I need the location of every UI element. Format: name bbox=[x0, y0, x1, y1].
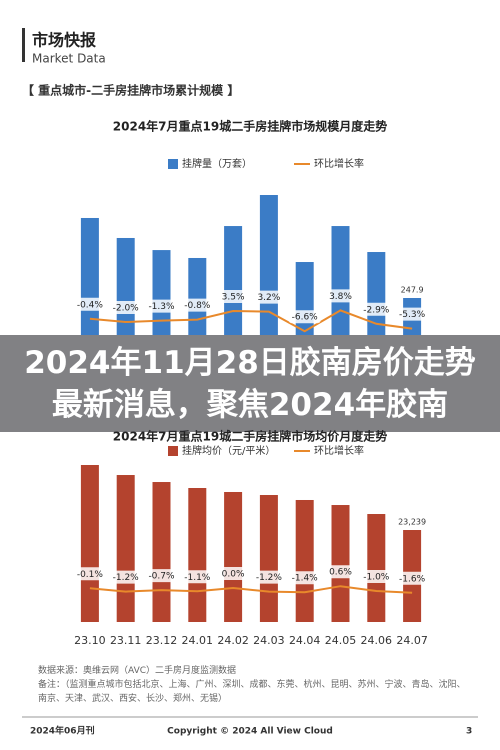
rate-label-bg bbox=[181, 570, 214, 584]
rate-label-bg bbox=[252, 570, 285, 584]
rate-label-bg bbox=[324, 565, 357, 579]
rate-label-bg bbox=[360, 570, 393, 583]
rate-label: -0.4% bbox=[77, 300, 104, 310]
bar bbox=[259, 495, 278, 622]
rate-label: -2.0% bbox=[113, 304, 140, 314]
x-tick-label: 24.07 bbox=[396, 634, 428, 647]
bar bbox=[152, 250, 171, 335]
rate-label: -1.3% bbox=[148, 302, 175, 312]
header-bar bbox=[22, 28, 25, 62]
overlay-title: 2024年11月28日胶南房价走势最新消息，聚焦2024年胶南 bbox=[24, 345, 476, 423]
bar bbox=[116, 475, 135, 622]
bar bbox=[224, 491, 243, 622]
rate-label-bg bbox=[217, 290, 250, 303]
rate-label: -1.0% bbox=[363, 573, 390, 583]
legend-swatch bbox=[168, 446, 178, 456]
rate-label-bg bbox=[288, 310, 321, 324]
bar bbox=[152, 482, 171, 622]
chart-title: 2024年7月重点19城二手房挂牌市场规模月度走势 bbox=[113, 119, 387, 134]
legend-label: 挂牌均价（元/平米） bbox=[182, 444, 275, 457]
x-tick-label: 24.02 bbox=[217, 634, 249, 647]
x-tick-label: 24.06 bbox=[361, 634, 393, 647]
rate-label-bg bbox=[396, 571, 429, 585]
rate-label-bg bbox=[145, 569, 178, 583]
rate-label-bg bbox=[252, 290, 285, 304]
rate-label-bg bbox=[217, 567, 250, 580]
legend-swatch bbox=[168, 159, 178, 169]
x-tick-label: 23.11 bbox=[110, 634, 142, 647]
rate-label-bg bbox=[73, 567, 106, 581]
rate-label: 0.0% bbox=[222, 570, 245, 580]
rate-label-bg bbox=[396, 307, 429, 321]
legend-label: 环比增长率 bbox=[314, 157, 364, 170]
rate-label: -1.6% bbox=[399, 574, 426, 584]
bar bbox=[331, 226, 350, 335]
rate-label-bg bbox=[324, 289, 357, 303]
rate-label: -6.6% bbox=[292, 313, 319, 323]
x-tick-label: 24.01 bbox=[182, 634, 214, 647]
source: 数据来源：奥维云网（AVC）二手房月度监测数据 bbox=[38, 666, 237, 676]
rate-label-bg bbox=[145, 299, 178, 313]
source-block: 数据来源：奥维云网（AVC）二手房月度监测数据 备注：（监测重点城市包括北京、上… bbox=[38, 664, 468, 706]
bar bbox=[188, 487, 207, 622]
footer-issue: 2024年06月刊 bbox=[30, 725, 95, 737]
legend-label: 环比增长率 bbox=[314, 444, 364, 457]
chart-title: 2024年7月重点19城二手房挂牌市场均价月度走势 bbox=[113, 429, 387, 444]
bar bbox=[367, 514, 386, 622]
x-tick-label: 24.04 bbox=[289, 634, 321, 647]
bar bbox=[80, 465, 99, 622]
rate-label: -1.1% bbox=[184, 573, 211, 583]
section-title: 【 重点城市-二手房挂牌市场累计规模 】 bbox=[22, 83, 239, 98]
x-tick-label: 23.12 bbox=[146, 634, 178, 647]
legend-label: 挂牌量（万套） bbox=[182, 157, 252, 170]
rate-label: -1.2% bbox=[113, 573, 140, 583]
bar bbox=[295, 262, 314, 335]
x-tick-label: 23.10 bbox=[74, 634, 106, 647]
rate-label: -1.4% bbox=[292, 574, 319, 584]
rate-label: -0.8% bbox=[184, 301, 211, 311]
rate-label-bg bbox=[109, 301, 142, 314]
rate-label: 3.8% bbox=[329, 292, 352, 302]
rate-label: -5.3% bbox=[399, 310, 426, 320]
rate-line bbox=[89, 585, 413, 594]
rate-label: 3.2% bbox=[257, 293, 280, 303]
bar-value-label: 247.9 bbox=[401, 286, 424, 295]
bar bbox=[188, 257, 207, 335]
rate-label: 0.6% bbox=[329, 568, 352, 578]
header-title: 市场快报 bbox=[32, 31, 96, 50]
overlay-band bbox=[0, 335, 500, 432]
header-subtitle: Market Data bbox=[32, 52, 106, 66]
rate-label: -2.9% bbox=[363, 305, 390, 315]
x-tick-label: 24.05 bbox=[325, 634, 357, 647]
bar bbox=[367, 252, 386, 335]
rate-label-bg bbox=[73, 297, 106, 311]
footer-page: 3 bbox=[466, 727, 472, 737]
rate-label: -0.1% bbox=[77, 570, 104, 580]
rate-label-bg bbox=[109, 570, 142, 584]
rate-label: -1.2% bbox=[256, 573, 283, 583]
x-tick-label: 24.03 bbox=[253, 634, 285, 647]
bar-value-label: 23,239 bbox=[398, 518, 426, 527]
rate-line bbox=[89, 309, 413, 333]
note: 备注：（监测重点城市包括北京、上海、广州、深圳、成都、东莞、杭州、昆明、苏州、宁… bbox=[38, 680, 466, 704]
rate-label-bg bbox=[360, 302, 393, 316]
rate-label-bg bbox=[288, 571, 321, 585]
bar bbox=[331, 505, 350, 622]
bar bbox=[224, 226, 243, 335]
bar bbox=[295, 499, 314, 622]
rate-label: 3.5% bbox=[222, 293, 245, 303]
rate-label-bg bbox=[181, 298, 214, 312]
rate-label: -0.7% bbox=[148, 572, 175, 582]
footer-copyright: Copyright © 2024 All View Cloud bbox=[167, 727, 333, 737]
bar bbox=[80, 217, 99, 335]
